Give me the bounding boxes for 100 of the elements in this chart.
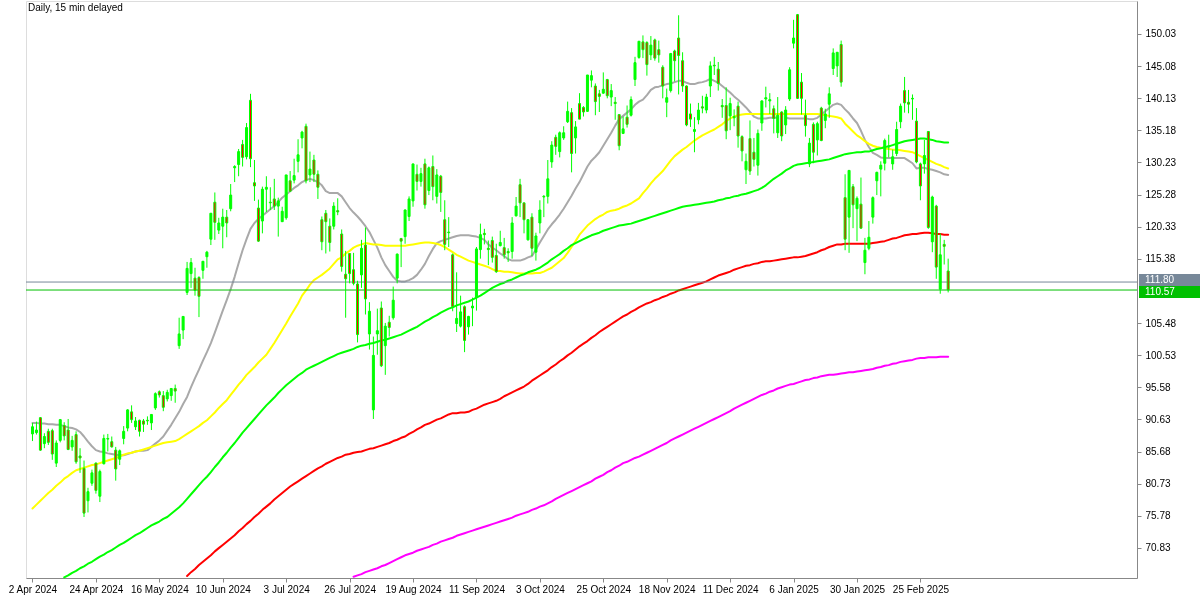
candlestick (597, 89, 601, 113)
candlestick (661, 64, 665, 99)
x-tick-label: 18 Nov 2024 (638, 583, 697, 595)
candlestick (126, 408, 130, 432)
candlestick (550, 140, 554, 169)
x-tick-label: 11 Dec 2024 (702, 583, 760, 595)
candlestick (367, 301, 371, 351)
y-tick-label: 125.28 (1145, 189, 1177, 201)
y-tick-label: 135.18 (1145, 124, 1177, 136)
candlestick (601, 71, 605, 95)
x-tick-label: 25 Feb 2025 (892, 583, 950, 595)
candlestick (122, 425, 126, 445)
x-tick-label: 11 Sep 2024 (448, 583, 506, 595)
y-tick-label: 95.58 (1145, 381, 1171, 393)
candlestick (665, 88, 669, 118)
candlestick (30, 422, 34, 442)
candlestick (114, 446, 118, 482)
candlestick (344, 250, 348, 319)
candlestick (827, 86, 831, 119)
candlestick (776, 96, 780, 139)
candlestick (431, 154, 435, 201)
candlestick (558, 130, 562, 158)
candlestick (716, 61, 720, 92)
candlestick (272, 178, 276, 211)
candlestick (609, 83, 613, 107)
candlestick (910, 93, 914, 121)
candlestick (268, 186, 272, 211)
candlestick (177, 317, 181, 350)
ref-line-label: 111.80 (1145, 274, 1175, 286)
x-tick-label: 25 Oct 2024 (576, 583, 632, 595)
y-tick-label: 100.53 (1145, 349, 1177, 361)
y-tick-label: 150.03 (1145, 28, 1177, 40)
candlestick (161, 390, 165, 412)
y-tick-label: 70.83 (1145, 542, 1171, 554)
y-tick-label: 80.73 (1145, 478, 1171, 490)
candlestick (324, 209, 328, 254)
x-tick-label: 3 Oct 2024 (515, 583, 566, 595)
candlestick (903, 76, 907, 114)
candlestick (229, 183, 233, 212)
candlestick (613, 96, 617, 121)
candlestick (494, 243, 498, 274)
x-tick-label: 16 May 2024 (130, 583, 190, 595)
candlestick (50, 428, 54, 461)
candlestick (66, 418, 70, 451)
candlestick (593, 82, 597, 116)
y-tick-label: 90.63 (1145, 413, 1171, 425)
candlestick (907, 89, 911, 114)
candlestick (831, 47, 835, 76)
y-tick-label: 115.38 (1145, 253, 1176, 265)
candlestick (237, 148, 241, 177)
y-tick-label: 75.78 (1145, 510, 1171, 522)
candlestick (677, 14, 681, 95)
candlestick (391, 286, 395, 321)
x-tick-label: 24 Apr 2024 (69, 583, 124, 595)
candlestick (784, 105, 788, 135)
x-tick-label: 3 Jul 2024 (263, 583, 311, 595)
candlestick (439, 174, 443, 213)
candlestick (252, 159, 256, 202)
candlestick (899, 103, 903, 129)
y-tick-label: 130.23 (1145, 156, 1177, 168)
line-series (352, 355, 950, 578)
candlestick (447, 216, 451, 248)
ref-line-label: 110.57 (1145, 286, 1176, 298)
candlestick (704, 93, 708, 114)
candlestick (205, 250, 209, 269)
candlestick (221, 208, 225, 249)
candlestick (276, 197, 280, 238)
x-tick-label: 10 Jun 2024 (195, 583, 252, 595)
candlestick (518, 178, 522, 218)
candlestick (486, 240, 490, 266)
candlestick (942, 239, 946, 266)
y-tick-label: 105.48 (1145, 317, 1177, 329)
candlestick (891, 149, 895, 171)
x-tick-label: 19 Aug 2024 (385, 583, 443, 595)
candlestick (803, 99, 807, 138)
candlestick (225, 209, 229, 238)
x-tick-label: 2 Apr 2024 (8, 583, 58, 595)
candlestick (538, 199, 542, 234)
candlestick (348, 252, 352, 284)
candlestick (173, 384, 177, 404)
x-tick-label: 6 Jan 2025 (769, 583, 820, 595)
candlestick (879, 160, 883, 197)
y-tick-label: 145.08 (1145, 60, 1177, 72)
candlestick (692, 116, 696, 153)
candlestick (708, 60, 712, 98)
candlestick (649, 35, 653, 61)
candlestick (772, 105, 776, 134)
candlestick (752, 137, 756, 168)
candlestick (502, 237, 506, 260)
y-tick-label: 120.33 (1145, 221, 1177, 233)
x-tick-label: 30 Jan 2025 (829, 583, 886, 595)
candlestick (546, 159, 550, 204)
x-tick-label: 26 Jul 2024 (324, 583, 377, 595)
candlestick (863, 237, 867, 275)
chart-title: Daily, 15 min delayed (28, 2, 123, 13)
candlestick (657, 40, 661, 64)
y-tick-label: 85.68 (1145, 446, 1171, 458)
candlestick (696, 102, 700, 125)
candlestick (768, 92, 772, 115)
candlestick (871, 195, 875, 225)
